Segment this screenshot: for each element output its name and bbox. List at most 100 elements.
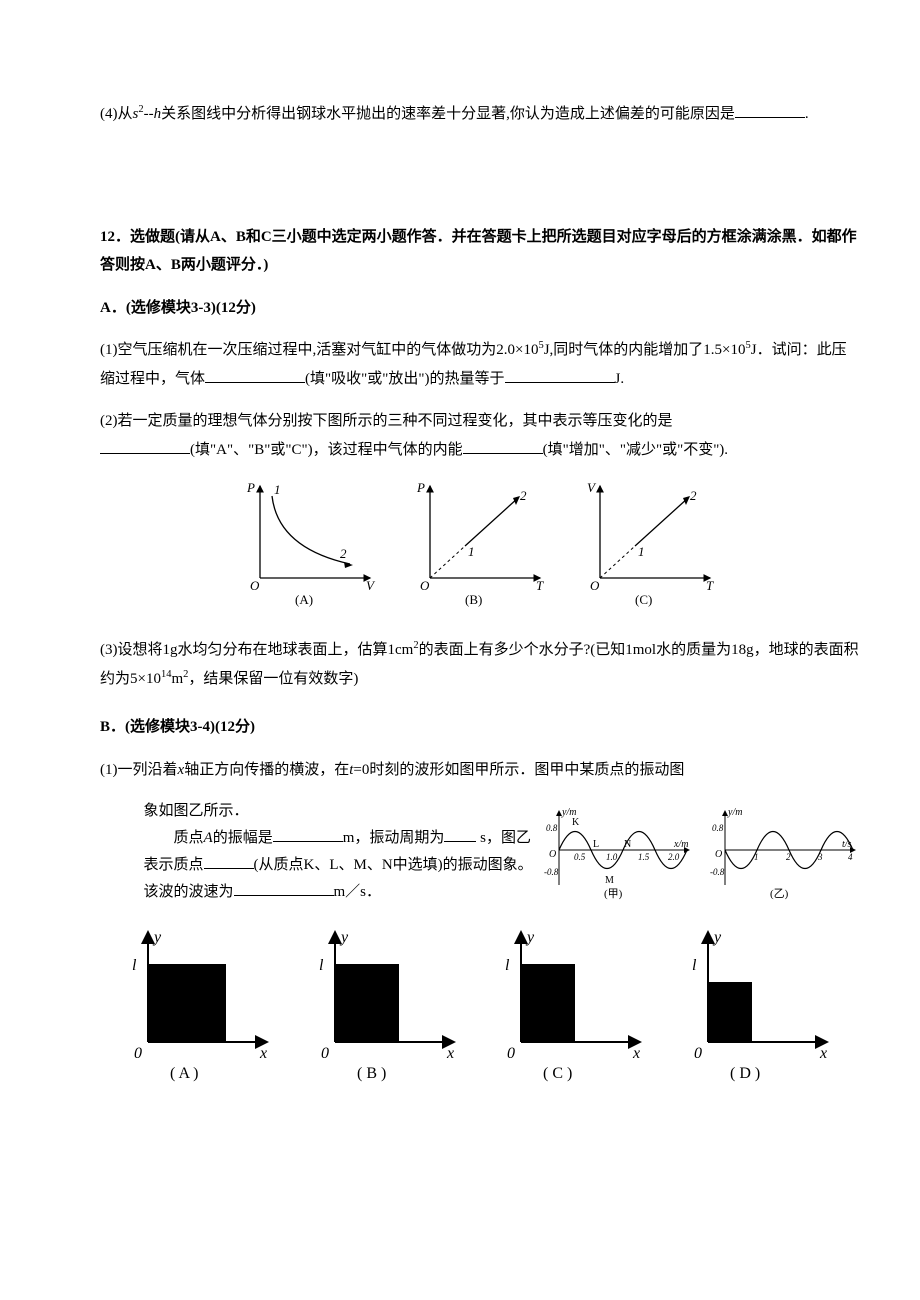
partA-p1-blank2: [505, 367, 615, 383]
partA-p1-t2: J,同时气体的内能增加了1.5×10: [544, 342, 746, 358]
svg-text:0: 0: [694, 1045, 702, 1062]
partB-varA: A: [204, 830, 213, 846]
partA-p3: (3)设想将1g水均匀分布在地球表面上，估算1cm2的表面上有多少个水分子?(已…: [100, 636, 860, 693]
svg-text:x: x: [632, 1045, 640, 1062]
svg-text:l: l: [319, 957, 324, 974]
prev-q4-t1: 从: [118, 106, 133, 122]
svg-text:1: 1: [274, 482, 281, 497]
partB-black-figs: l y x 0 ( A ) l y x 0 ( B ) l y x 0 ( C …: [100, 922, 860, 1082]
svg-text:( B ): ( B ): [357, 1065, 386, 1082]
q12-heading: 12．选做题(请从A、B和C三小题中选定两小题作答．并在答题卡上把所选题目对应字…: [100, 223, 860, 280]
svg-text:x: x: [819, 1045, 827, 1062]
partA-p1-label: (1): [100, 342, 118, 358]
svg-text:2.0: 2.0: [668, 852, 680, 862]
svg-text:( D ): ( D ): [730, 1065, 760, 1082]
partB-heading: B．(选修模块3-4)(12分): [100, 713, 860, 742]
partA-fig-A: 1 2 P V O (A): [240, 478, 380, 608]
svg-text:T: T: [706, 578, 714, 593]
partA-p3-label: (3): [100, 642, 118, 658]
svg-text:2: 2: [786, 852, 791, 862]
partA-p2-blank1: [100, 438, 190, 454]
svg-text:1: 1: [468, 544, 475, 559]
svg-text:(B): (B): [465, 592, 482, 607]
svg-text:(甲): (甲): [604, 888, 623, 900]
svg-text:K: K: [572, 817, 580, 828]
svg-text:2: 2: [520, 488, 527, 503]
black-fig-D: l y x 0 ( D ): [680, 922, 840, 1082]
partB-blank4: [234, 880, 334, 896]
partB-p1-intro: (1)一列沿着x轴正方向传播的横波，在t=0时刻的波形如图甲所示．图甲中某质点的…: [100, 756, 860, 785]
svg-text:y: y: [152, 929, 162, 946]
svg-text:1: 1: [638, 544, 645, 559]
svg-text:(乙): (乙): [770, 887, 789, 900]
partB-p1-intro3: =0时刻的波形如图甲所示．图甲中某质点的振动图: [353, 762, 684, 778]
svg-text:y: y: [712, 929, 722, 946]
partA-p3-t4: ，结果保留一位有效数字): [188, 671, 358, 687]
black-fig-C: l y x 0 ( C ): [493, 922, 653, 1082]
svg-text:O: O: [549, 849, 556, 860]
partA-p2-blank2: [463, 438, 543, 454]
svg-text:( A ): ( A ): [170, 1065, 198, 1082]
svg-text:M: M: [605, 875, 614, 886]
prev-q4: (4)从s2--h关系图线中分析得出钢球水平抛出的速率差十分显著,你认为造成上述…: [100, 100, 860, 129]
black-fig-A: l y x 0 ( A ): [120, 922, 280, 1082]
svg-text:V: V: [366, 578, 376, 593]
svg-text:0: 0: [507, 1045, 515, 1062]
partB-unit-ms: m／s．: [334, 884, 382, 900]
partB-p1-intro1: 一列沿着: [118, 762, 178, 778]
svg-text:O: O: [420, 578, 430, 593]
wave-fig-yi: y/m 0.8 -0.8 1 2 3 4 t/s O (乙): [710, 805, 860, 900]
wave-fig-jiA: y/m 0.8 -0.8 0.5 1.0 1.5 2.0 x/m K L M N…: [544, 805, 694, 900]
svg-text:1: 1: [754, 852, 759, 862]
partA-p1-t1: 空气压缩机在一次压缩过程中,活塞对气缸中的气体做功为2.0×10: [118, 342, 539, 358]
partA-p2-t1: 若一定质量的理想气体分别按下图所示的三种不同过程变化，其中表示等压变化的是: [118, 413, 673, 429]
svg-text:0: 0: [321, 1045, 329, 1062]
svg-text:-0.8: -0.8: [710, 867, 725, 877]
dashes: --: [144, 106, 154, 122]
svg-text:3: 3: [817, 852, 823, 862]
svg-text:0.8: 0.8: [546, 823, 558, 833]
partB-blank3: [204, 853, 254, 869]
svg-text:T: T: [536, 578, 544, 593]
svg-text:L: L: [593, 839, 599, 850]
partA-figs-row: 1 2 P V O (A) 1 2 P T O (B) 1 2 V T O (C…: [100, 478, 860, 608]
svg-text:N: N: [624, 839, 631, 850]
partB-wave-figs: y/m 0.8 -0.8 0.5 1.0 1.5 2.0 x/m K L M N…: [536, 805, 860, 900]
svg-text:y/m: y/m: [727, 807, 742, 818]
partA-p2-label: (2): [100, 413, 118, 429]
partB-p1-t1: 质点: [174, 830, 204, 846]
svg-text:x: x: [446, 1045, 454, 1062]
prev-q4-t2: 关系图线中分析得出钢球水平抛出的速率差十分显著,你认为造成上述偏差的可能原因是: [161, 106, 735, 122]
partA-p2-t3: (填"增加"、"减少"或"不变").: [543, 442, 728, 458]
partA-p1-t5: J.: [615, 371, 625, 387]
partA-p3-t1: 设想将1g水均匀分布在地球表面上，估算1cm: [118, 642, 414, 658]
svg-text:l: l: [505, 957, 510, 974]
partA-p1-blank1: [205, 367, 305, 383]
svg-text:O: O: [715, 849, 722, 860]
partB-xiang: 象如图乙所示．: [144, 803, 249, 819]
partB-p1-t2: 的振幅是: [213, 830, 273, 846]
svg-text:l: l: [692, 957, 697, 974]
svg-text:x: x: [259, 1045, 267, 1062]
svg-text:( C ): ( C ): [543, 1065, 572, 1082]
svg-text:0.8: 0.8: [712, 823, 724, 833]
partA-p1-t4: (填"吸收"或"放出")的热量等于: [305, 371, 504, 387]
svg-text:V: V: [587, 480, 597, 495]
partB-unit-m: m，振动周期为: [343, 830, 445, 846]
svg-text:2: 2: [340, 546, 347, 561]
partB-inline-row: 象如图乙所示． 质点A的振幅是m，振动周期为 s，图乙表示质点(从质点K、L、M…: [100, 798, 860, 906]
partA-p2: (2)若一定质量的理想气体分别按下图所示的三种不同过程变化，其中表示等压变化的是…: [100, 407, 860, 464]
svg-text:P: P: [246, 480, 255, 495]
svg-text:-0.8: -0.8: [544, 867, 559, 877]
svg-text:0.5: 0.5: [574, 852, 586, 862]
partA-p3-t3: m: [171, 671, 183, 687]
partA-p2-t2: (填"A"、"B"或"C")，该过程中气体的内能: [190, 442, 463, 458]
partA-fig-B: 1 2 P T O (B): [410, 478, 550, 608]
prev-q4-label: (4): [100, 106, 118, 122]
black-fig-B: l y x 0 ( B ): [307, 922, 467, 1082]
svg-text:l: l: [132, 957, 137, 974]
svg-text:y: y: [339, 929, 349, 946]
var-h: h: [154, 106, 162, 122]
q12-instr: 选做题(请从A、B和C三小题中选定两小题作答．并在答题卡上把所选题目对应字母后的…: [100, 229, 857, 274]
svg-text:x/m: x/m: [673, 839, 688, 850]
